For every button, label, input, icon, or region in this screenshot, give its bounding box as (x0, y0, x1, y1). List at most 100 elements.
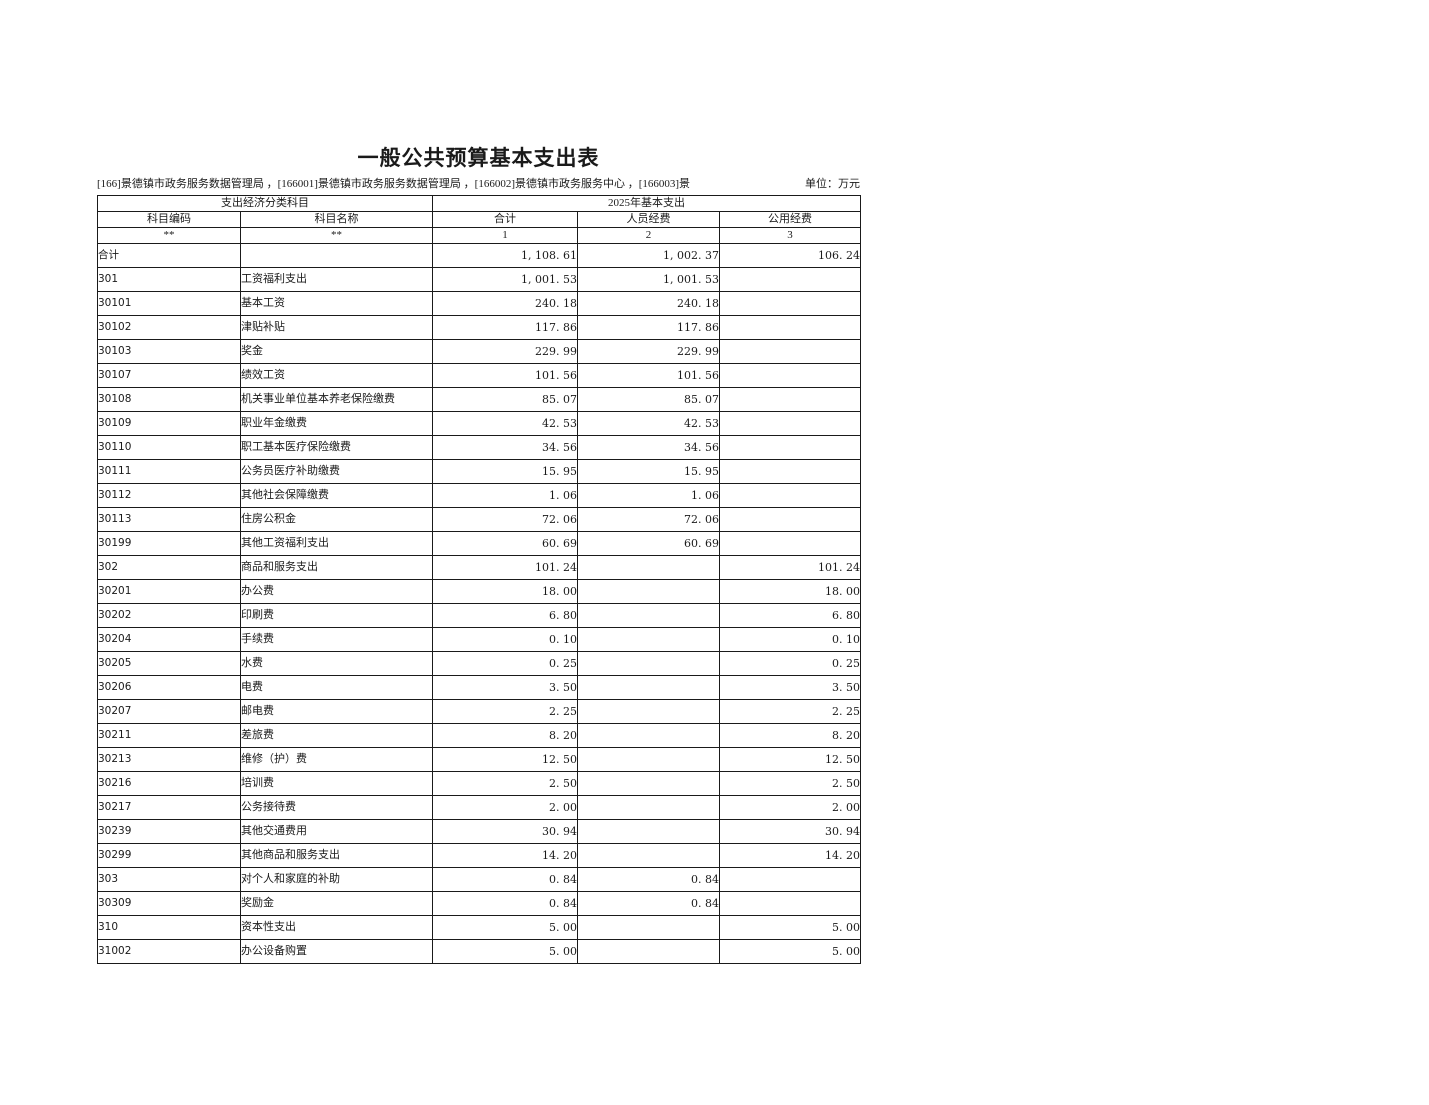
subject-code-cell: 302 (97, 555, 241, 580)
total-value-cell: 8. 20 (432, 723, 578, 748)
subject-code-cell: 310 (97, 915, 241, 940)
public-value-cell (719, 531, 861, 556)
subject-name-cell: 公务员医疗补助缴费 (240, 459, 433, 484)
subject-name-cell: 其他交通费用 (240, 819, 433, 844)
total-value-cell: 1, 108. 61 (432, 243, 578, 268)
table-row: 30202 印刷费 6. 80 6. 80 (97, 603, 861, 628)
total-value-cell: 1. 06 (432, 483, 578, 508)
subject-code-cell: 31002 (97, 939, 241, 964)
subject-code-cell: 30309 (97, 891, 241, 916)
public-value-cell (719, 435, 861, 460)
subject-name-cell: 其他商品和服务支出 (240, 843, 433, 868)
table-row: 30107 绩效工资 101. 56 101. 56 (97, 363, 861, 388)
table-row: 30201 办公费 18. 00 18. 00 (97, 579, 861, 604)
total-value-cell: 2. 00 (432, 795, 578, 820)
subject-name-cell: 资本性支出 (240, 915, 433, 940)
table-row: 30204 手续费 0. 10 0. 10 (97, 627, 861, 652)
subject-name-cell: 手续费 (240, 627, 433, 652)
subject-code-cell: 301 (97, 267, 241, 292)
budget-table: 支出经济分类科目 2025年基本支出 科目编码 科目名称 合计 人员经费 公用经… (97, 195, 861, 964)
personnel-value-cell: 101. 56 (577, 363, 720, 388)
public-value-cell: 6. 80 (719, 603, 861, 628)
table-row: 30206 电费 3. 50 3. 50 (97, 675, 861, 700)
header-col-code: 科目编码 (97, 211, 241, 228)
total-value-cell: 0. 10 (432, 627, 578, 652)
public-value-cell: 5. 00 (719, 915, 861, 940)
total-value-cell: 85. 07 (432, 387, 578, 412)
personnel-value-cell (577, 747, 720, 772)
total-value-cell: 229. 99 (432, 339, 578, 364)
header-group-budget: 2025年基本支出 (432, 195, 861, 212)
table-row: 30103 奖金 229. 99 229. 99 (97, 339, 861, 364)
subject-code-cell: 30102 (97, 315, 241, 340)
header-sub-total: 1 (432, 227, 578, 244)
public-value-cell (719, 363, 861, 388)
total-value-cell: 34. 56 (432, 435, 578, 460)
personnel-value-cell (577, 627, 720, 652)
public-value-cell (719, 267, 861, 292)
header-index-row: ** ** 1 2 3 (97, 227, 861, 244)
total-value-cell: 117. 86 (432, 315, 578, 340)
personnel-value-cell: 0. 84 (577, 891, 720, 916)
subject-name-cell: 差旅费 (240, 723, 433, 748)
subject-code-cell: 30108 (97, 387, 241, 412)
header-sub-code: ** (97, 227, 241, 244)
subject-name-cell: 其他工资福利支出 (240, 531, 433, 556)
table-row: 30109 职业年金缴费 42. 53 42. 53 (97, 411, 861, 436)
subject-code-cell: 30204 (97, 627, 241, 652)
personnel-value-cell: 42. 53 (577, 411, 720, 436)
table-row: 30216 培训费 2. 50 2. 50 (97, 771, 861, 796)
table-row: 合计 1, 108. 61 1, 002. 37 106. 24 (97, 243, 861, 268)
personnel-value-cell: 117. 86 (577, 315, 720, 340)
subject-code-cell: 30109 (97, 411, 241, 436)
table-row: 30113 住房公积金 72. 06 72. 06 (97, 507, 861, 532)
subject-name-cell: 水费 (240, 651, 433, 676)
subject-name-cell: 奖金 (240, 339, 433, 364)
public-value-cell (719, 339, 861, 364)
public-value-cell: 2. 50 (719, 771, 861, 796)
public-value-cell (719, 387, 861, 412)
header-group-row: 支出经济分类科目 2025年基本支出 (97, 195, 861, 212)
table-row: 30112 其他社会保障缴费 1. 06 1. 06 (97, 483, 861, 508)
subject-name-cell: 办公费 (240, 579, 433, 604)
subject-name-cell: 办公设备购置 (240, 939, 433, 964)
subject-code-cell: 30103 (97, 339, 241, 364)
subject-name-cell: 公务接待费 (240, 795, 433, 820)
subject-code-cell: 30206 (97, 675, 241, 700)
header-sub-public: 3 (719, 227, 861, 244)
header-sub-personnel: 2 (577, 227, 720, 244)
table-row: 30110 职工基本医疗保险缴费 34. 56 34. 56 (97, 435, 861, 460)
table-body: 合计 1, 108. 61 1, 002. 37 106. 24 301 工资福利支出 1,… (97, 243, 861, 964)
subject-name-cell: 津贴补贴 (240, 315, 433, 340)
total-value-cell: 1, 001. 53 (432, 267, 578, 292)
total-value-cell: 14. 20 (432, 843, 578, 868)
page-title: 一般公共预算基本支出表 (357, 146, 600, 170)
public-value-cell: 18. 00 (719, 579, 861, 604)
public-value-cell: 3. 50 (719, 675, 861, 700)
table-row: 303 对个人和家庭的补助 0. 84 0. 84 (97, 867, 861, 892)
public-value-cell: 2. 25 (719, 699, 861, 724)
personnel-value-cell: 229. 99 (577, 339, 720, 364)
public-value-cell: 101. 24 (719, 555, 861, 580)
subject-name-cell: 培训费 (240, 771, 433, 796)
subject-code-cell: 30113 (97, 507, 241, 532)
subject-name-cell: 机关事业单位基本养老保险缴费 (240, 387, 433, 412)
personnel-value-cell (577, 699, 720, 724)
table-row: 30299 其他商品和服务支出 14. 20 14. 20 (97, 843, 861, 868)
public-value-cell: 14. 20 (719, 843, 861, 868)
subject-name-cell: 维修（护）费 (240, 747, 433, 772)
personnel-value-cell: 72. 06 (577, 507, 720, 532)
personnel-value-cell: 85. 07 (577, 387, 720, 412)
subject-code-cell: 30101 (97, 291, 241, 316)
personnel-value-cell (577, 795, 720, 820)
meta-line: [166]景德镇市政务服务数据管理局 ，[166001]景德镇市政务服务数据管理… (97, 177, 860, 191)
total-value-cell: 72. 06 (432, 507, 578, 532)
personnel-value-cell (577, 819, 720, 844)
personnel-value-cell (577, 939, 720, 964)
org-line: [166]景德镇市政务服务数据管理局 ，[166001]景德镇市政务服务数据管理… (97, 178, 691, 190)
subject-code-cell: 30107 (97, 363, 241, 388)
subject-code-cell: 30239 (97, 819, 241, 844)
table-row: 30102 津贴补贴 117. 86 117. 86 (97, 315, 861, 340)
total-value-cell: 5. 00 (432, 939, 578, 964)
table-header: 支出经济分类科目 2025年基本支出 科目编码 科目名称 合计 人员经费 公用经… (97, 195, 861, 244)
